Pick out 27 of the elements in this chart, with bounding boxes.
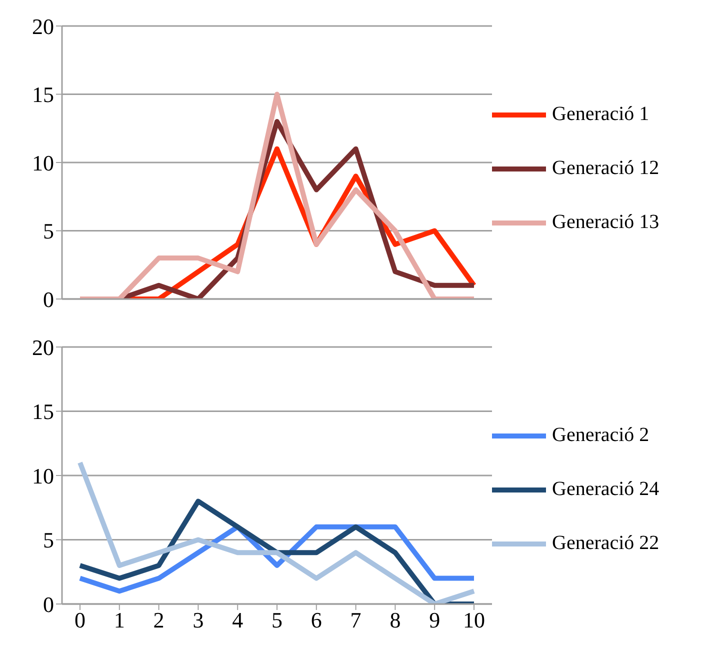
legend-label: Generació 13 <box>552 211 660 234</box>
y-tick-label: 0 <box>43 286 54 312</box>
y-tick-label: 20 <box>32 14 54 39</box>
legend-label: Generació 12 <box>552 157 660 180</box>
legend-label: Generació 22 <box>552 532 660 555</box>
y-tick-label: 15 <box>32 82 54 108</box>
x-tick-label: 6 <box>310 608 322 633</box>
y-tick-label: 0 <box>43 592 54 617</box>
x-tick-label: 0 <box>74 608 86 633</box>
x-tick-label: 1 <box>114 608 125 633</box>
x-tick-label: 8 <box>390 608 401 633</box>
legend-label: Generació 2 <box>552 424 650 447</box>
x-tick-label: 9 <box>429 608 440 633</box>
y-tick-label: 10 <box>32 150 54 176</box>
x-tick-label: 4 <box>232 608 244 633</box>
y-tick-label: 5 <box>43 218 54 244</box>
legend-label: Generació 24 <box>552 478 660 501</box>
x-tick-label: 10 <box>463 608 485 633</box>
x-tick-label: 2 <box>153 608 164 633</box>
x-tick-label: 3 <box>192 608 204 633</box>
y-tick-label: 20 <box>32 334 54 360</box>
y-tick-label: 15 <box>32 399 54 424</box>
x-tick-label: 7 <box>350 608 362 633</box>
y-tick-label: 5 <box>43 528 54 553</box>
legend-label: Generació 1 <box>552 103 650 126</box>
y-tick-label: 10 <box>32 463 54 488</box>
x-tick-label: 5 <box>272 608 282 633</box>
